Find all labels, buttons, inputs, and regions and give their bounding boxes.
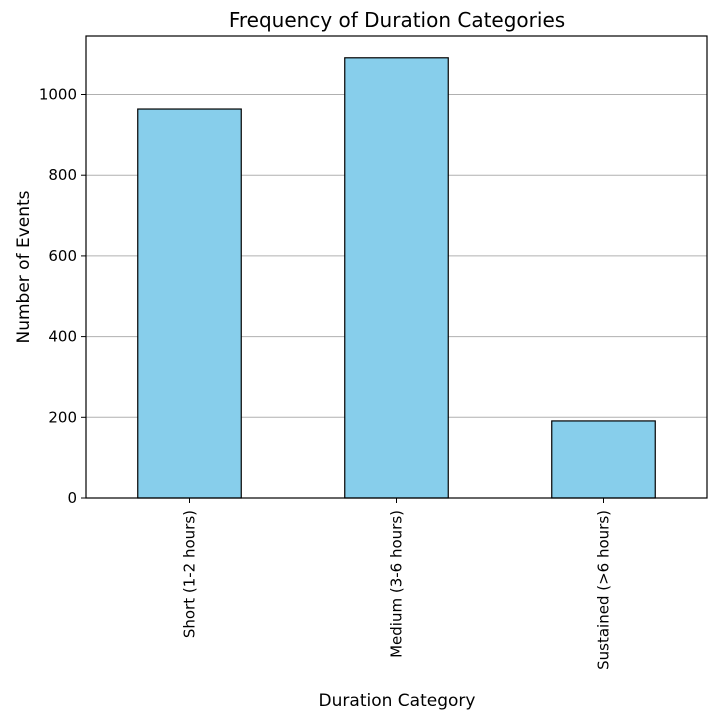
- bars: [137, 57, 656, 499]
- x-tick-label: Short (1-2 hours): [181, 510, 199, 638]
- x-axis-ticks: Short (1-2 hours) Medium (3-6 hours) Susta…: [181, 498, 613, 670]
- x-tick-label: Medium (3-6 hours): [388, 510, 406, 658]
- y-tick-label: 0: [67, 489, 77, 507]
- y-tick-label: 600: [48, 247, 77, 265]
- y-tick-label: 200: [48, 408, 77, 426]
- bar: [551, 420, 656, 499]
- y-tick-label: 800: [48, 166, 77, 184]
- bar: [137, 108, 242, 499]
- x-axis-label: Duration Category: [319, 691, 476, 711]
- y-tick-label: 1000: [39, 86, 77, 104]
- y-axis-label: Number of Events: [14, 190, 34, 343]
- y-tick-label: 400: [48, 328, 77, 346]
- x-tick-label: Sustained (>6 hours): [595, 510, 613, 670]
- bar: [344, 57, 449, 499]
- y-axis-ticks: 0 200 400 600 800 1000: [39, 86, 86, 507]
- chart-title: Frequency of Duration Categories: [229, 8, 565, 32]
